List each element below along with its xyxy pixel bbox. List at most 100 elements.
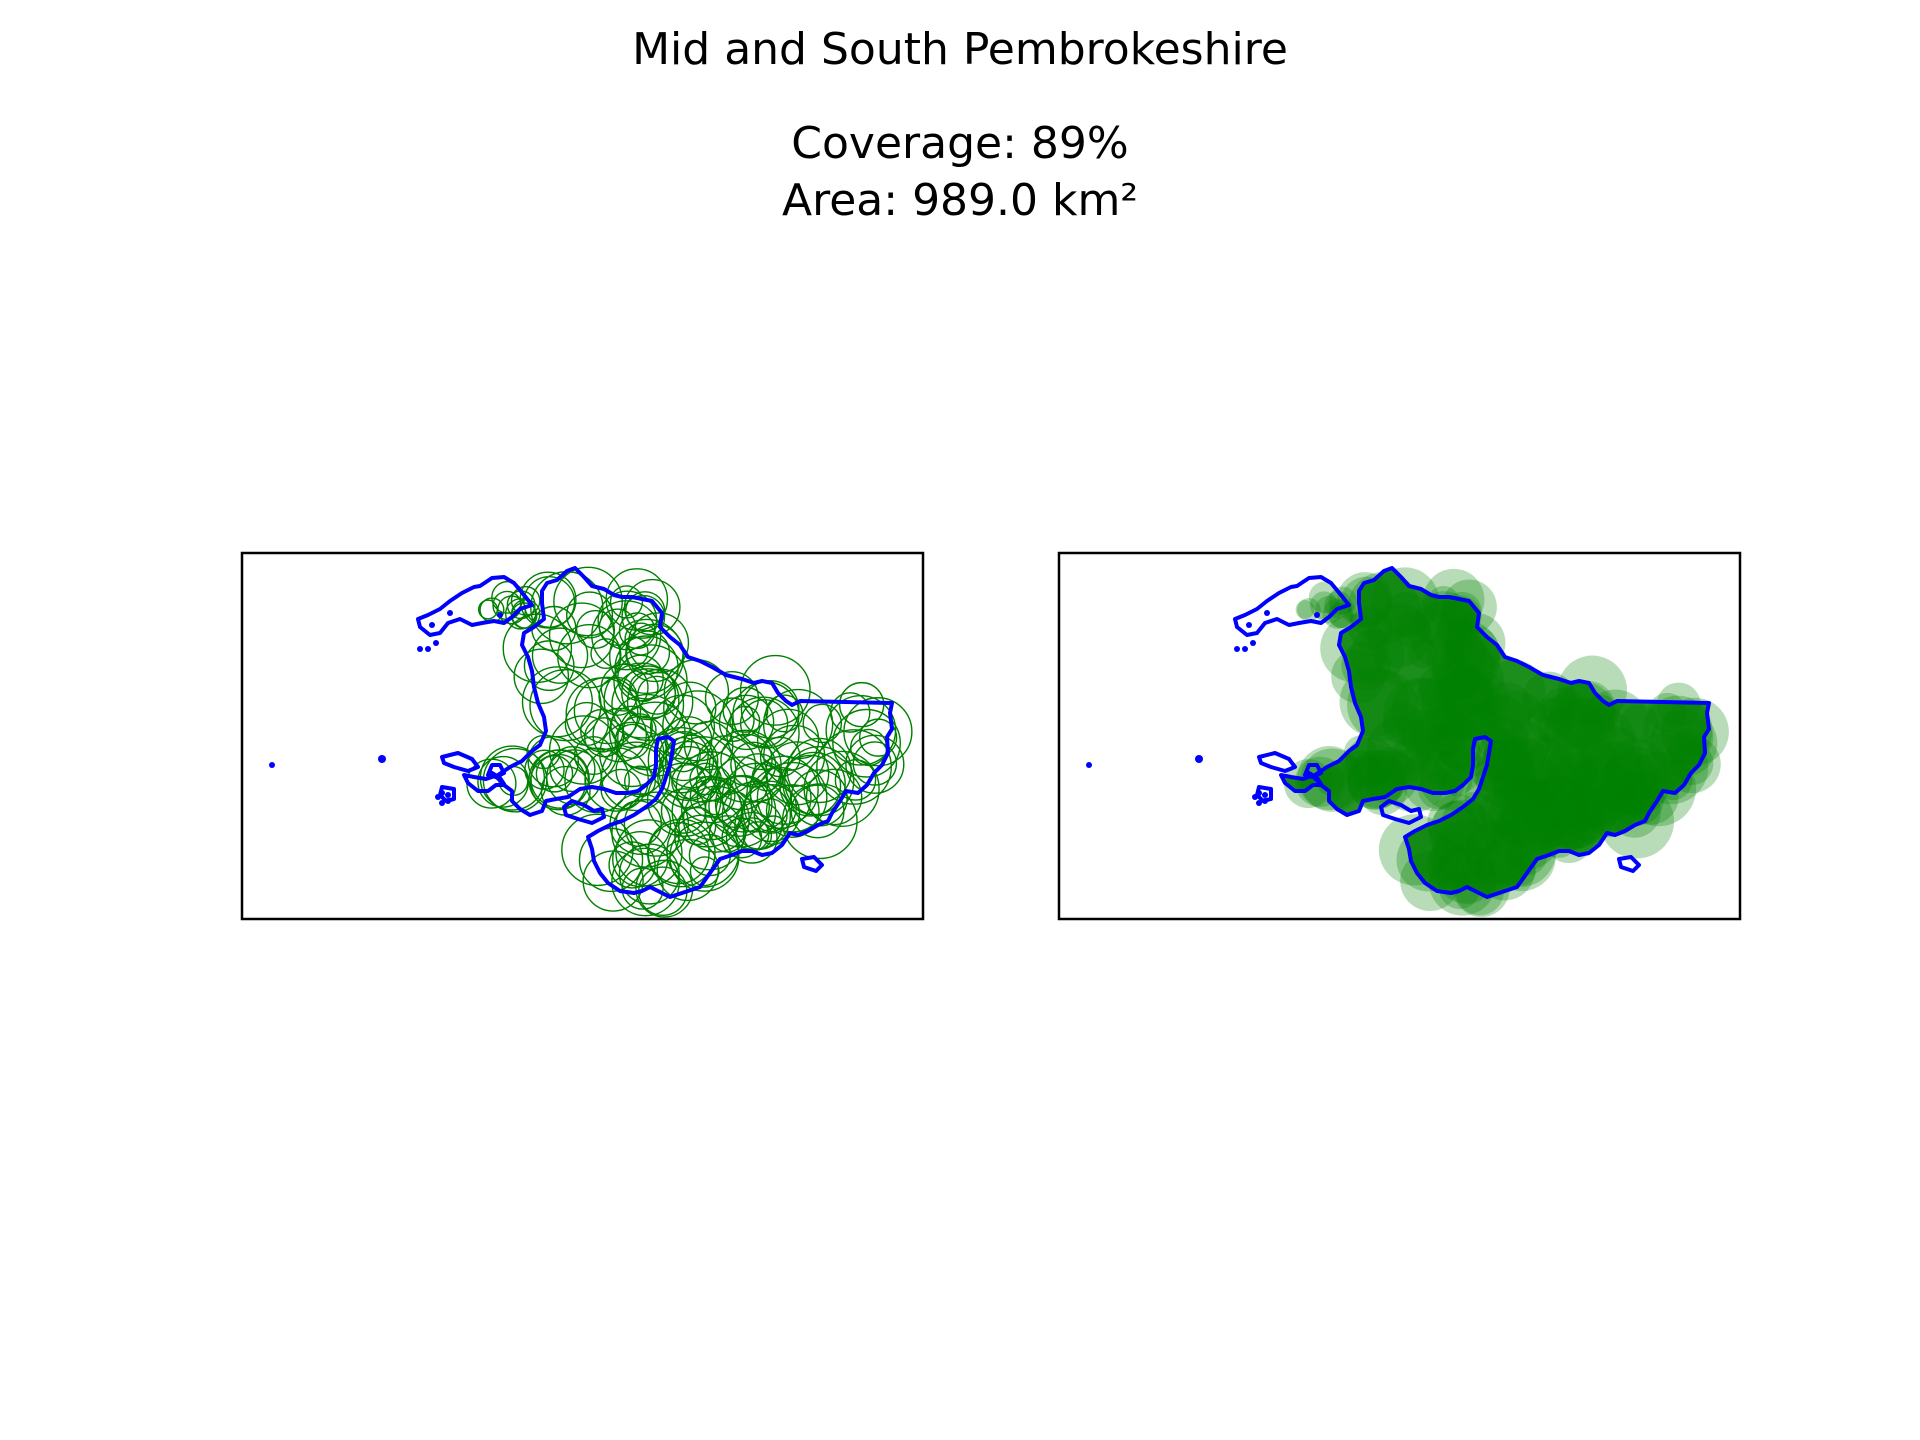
coverage-circle xyxy=(671,763,707,800)
area-label: Area: 989.0 km² xyxy=(782,175,1138,226)
map-layer xyxy=(1086,566,1729,917)
coverage-circle xyxy=(765,694,804,733)
island-dot xyxy=(269,762,275,768)
coverage-circle xyxy=(561,813,634,887)
boundary-islet xyxy=(562,799,606,825)
coverage-circle xyxy=(658,740,719,802)
coverage-circle xyxy=(786,737,852,804)
coverage-circle xyxy=(624,622,658,656)
coverage-circle xyxy=(710,697,755,743)
boundary-islet xyxy=(1617,855,1641,873)
coverage-circle xyxy=(623,791,690,857)
coverage-circle xyxy=(832,708,902,778)
map-panel-outline-circles xyxy=(240,551,925,921)
coverage-circles xyxy=(1281,567,1729,917)
coverage-circle xyxy=(609,618,685,695)
island-dot xyxy=(417,646,423,652)
island-dot xyxy=(1246,622,1252,628)
coverage-circle xyxy=(1314,596,1343,624)
coverage-circle xyxy=(704,670,760,726)
coverage-circle xyxy=(726,696,800,771)
coverage-circle xyxy=(834,759,877,801)
coverage-circle xyxy=(1308,581,1341,614)
figure-title: Mid and South Pembrokeshire xyxy=(632,24,1288,75)
island-dot xyxy=(1086,762,1092,768)
coverage-circle xyxy=(592,707,648,763)
coverage-circle xyxy=(805,768,863,826)
coverage-circle xyxy=(621,867,664,910)
coverage-circle xyxy=(627,612,690,674)
coverage-label: Coverage: 89% xyxy=(791,118,1128,169)
coverage-circle xyxy=(608,841,656,889)
island-dot xyxy=(1262,798,1268,804)
coverage-circle xyxy=(660,788,707,834)
coverage-circle xyxy=(600,663,649,712)
coverage-circle xyxy=(626,668,694,736)
coverage-circle xyxy=(504,598,537,630)
coverage-circle xyxy=(756,708,820,772)
coverage-circle xyxy=(1295,600,1315,619)
island-dot xyxy=(1242,646,1248,652)
coverage-circle xyxy=(521,666,594,738)
coverage-circle xyxy=(611,847,680,917)
boundary-peninsula xyxy=(1233,575,1351,637)
island-dot xyxy=(445,792,451,798)
coverage-circle xyxy=(739,654,811,726)
map-panel-filled-circles xyxy=(1057,551,1742,921)
coverage-circle xyxy=(816,729,892,805)
coverage-fill xyxy=(1281,568,1709,897)
coverage-circle xyxy=(843,697,913,767)
boundary-islet xyxy=(486,763,506,779)
coverage-circle xyxy=(548,715,619,785)
coverage-circle xyxy=(566,591,614,639)
coverage-circle xyxy=(708,775,770,837)
island-dot xyxy=(425,646,431,652)
boundary-islet xyxy=(1307,771,1323,786)
coverage-circle xyxy=(609,585,644,619)
coverage-circle xyxy=(765,784,820,838)
coverage-circle xyxy=(663,681,717,735)
island-dot xyxy=(497,612,503,618)
coverage-circle xyxy=(513,648,570,705)
coverage-circle xyxy=(649,694,716,760)
island-dot xyxy=(1252,794,1258,800)
island-dot xyxy=(433,640,439,646)
coverage-circle xyxy=(578,827,644,893)
coverage-circle xyxy=(575,609,616,650)
coverage-circle xyxy=(803,750,880,827)
boundary-islet xyxy=(1257,751,1297,773)
coverage-circle xyxy=(611,668,685,742)
boundary-peninsula xyxy=(416,575,534,637)
coverage-circle xyxy=(722,686,769,733)
island-dot xyxy=(447,610,453,616)
island-dot xyxy=(1264,610,1270,616)
coverage-circle xyxy=(1328,599,1357,629)
island-dot xyxy=(1314,612,1320,618)
island-dot xyxy=(439,800,445,806)
coverage-circle xyxy=(765,741,830,806)
coverage-circle xyxy=(1297,598,1321,622)
boundary-mainland xyxy=(1279,566,1711,899)
boundary-islet xyxy=(800,855,824,873)
island-dot xyxy=(1234,646,1240,652)
coverage-circle xyxy=(531,627,589,684)
coverage-circle xyxy=(528,749,590,811)
boundary-islet xyxy=(490,771,506,786)
island-dot xyxy=(1256,800,1262,806)
map-layer xyxy=(269,566,913,918)
island-dot xyxy=(1250,640,1256,646)
panel-frame xyxy=(240,551,925,921)
coverage-circle xyxy=(564,701,609,747)
coverage-circle xyxy=(591,600,662,671)
coverage-circle xyxy=(730,741,777,788)
island-dot xyxy=(445,798,451,804)
island-dot xyxy=(439,790,445,796)
region-boundary xyxy=(416,566,894,899)
island-dot xyxy=(429,622,435,628)
panel-frame xyxy=(1057,551,1742,921)
coverage-circles xyxy=(466,566,913,918)
coverage-circle xyxy=(858,718,898,757)
coverage-circle xyxy=(618,843,680,905)
coverage-circle xyxy=(718,694,775,751)
